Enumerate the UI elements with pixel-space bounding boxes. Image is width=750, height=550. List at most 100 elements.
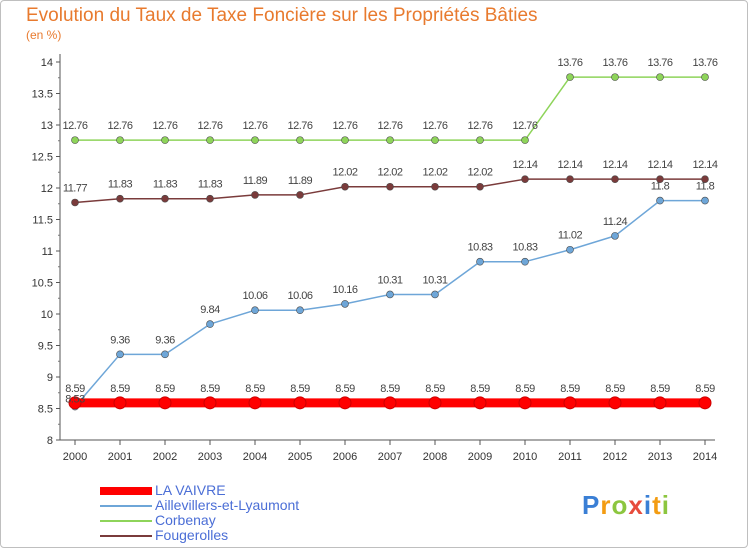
data-label: 8.59	[65, 383, 85, 395]
data-point	[611, 232, 619, 240]
data-point	[386, 290, 394, 299]
x-tick-label: 2008	[423, 451, 447, 463]
data-point	[116, 350, 124, 359]
data-point	[656, 73, 664, 81]
logo-letter: i	[661, 490, 670, 520]
data-point	[518, 396, 532, 410]
y-tick-label: 11.5	[32, 215, 53, 227]
y-tick-label: 9	[47, 372, 53, 384]
data-point	[68, 396, 82, 410]
data-label: 12.76	[242, 120, 267, 132]
data-point	[563, 396, 577, 410]
data-point	[653, 396, 667, 410]
data-label: 13.76	[602, 57, 627, 69]
data-point	[71, 136, 79, 144]
data-label: 12.76	[377, 120, 402, 132]
legend-swatch-corbenay	[100, 520, 152, 522]
data-point	[473, 396, 487, 410]
data-point	[206, 320, 214, 328]
data-point	[203, 396, 217, 410]
data-label: 12.02	[332, 167, 357, 179]
data-label: 11.8	[651, 181, 670, 193]
data-label: 10.83	[467, 242, 492, 254]
data-point	[251, 191, 259, 199]
data-point	[656, 196, 664, 205]
data-label: 8.59	[335, 383, 355, 395]
data-label: 9.36	[110, 334, 130, 346]
proxiti-logo: Proxiti	[582, 490, 670, 521]
chart-title: Evolution du Taux de Taxe Foncière sur l…	[26, 5, 538, 26]
data-point	[206, 194, 214, 203]
data-point	[656, 175, 664, 183]
data-label: 11.02	[558, 230, 583, 242]
legend-swatch-aillevillers	[100, 505, 152, 507]
data-label: 12.02	[467, 167, 492, 179]
data-label: 12.76	[197, 120, 222, 132]
data-point	[341, 136, 349, 144]
x-tick-label: 2013	[648, 451, 672, 463]
data-label: 12.76	[62, 120, 87, 132]
data-point	[113, 396, 127, 410]
legend-label: LA VAIVRE	[155, 482, 226, 498]
data-label: 8.59	[380, 383, 400, 395]
x-tick-label: 2011	[558, 451, 582, 463]
data-point	[701, 73, 709, 81]
data-point	[296, 136, 304, 144]
series-line-1	[74, 199, 706, 408]
data-point	[251, 306, 259, 315]
data-label: 12.14	[512, 159, 537, 171]
data-label: 11.24	[603, 216, 628, 228]
data-point	[476, 182, 484, 191]
data-label: 11.83	[108, 179, 133, 191]
data-point	[611, 175, 619, 183]
x-tick-label: 2002	[153, 451, 177, 463]
data-label: 11.77	[63, 182, 88, 194]
data-label: 8.59	[245, 383, 265, 395]
logo-letter: P	[582, 490, 601, 520]
data-label: 12.02	[377, 167, 402, 179]
x-tick-label: 2003	[198, 451, 222, 463]
x-tick-label: 2001	[108, 451, 132, 463]
data-point	[566, 245, 574, 254]
data-label: 11.89	[243, 175, 268, 187]
x-tick-label: 2010	[513, 451, 537, 463]
data-point	[338, 396, 352, 410]
data-point	[161, 350, 169, 359]
data-point	[341, 182, 349, 191]
data-point	[341, 300, 349, 308]
data-point	[431, 290, 439, 299]
y-tick-label: 8	[47, 435, 53, 447]
y-tick-label: 8.5	[38, 404, 53, 416]
data-label: 13.76	[557, 57, 582, 69]
data-label: 12.76	[152, 120, 177, 132]
data-label: 12.76	[512, 120, 537, 132]
data-point	[116, 194, 124, 203]
data-label: 12.76	[107, 120, 132, 132]
y-tick-label: 10	[41, 309, 53, 321]
y-tick-label: 11	[42, 246, 53, 258]
data-point	[698, 396, 712, 410]
logo-letter: o	[611, 490, 629, 520]
data-label: 10.31	[422, 274, 447, 286]
data-point	[566, 73, 574, 81]
data-label: 9.36	[155, 334, 175, 346]
data-label: 12.76	[467, 120, 492, 132]
y-tick-label: 10.5	[32, 278, 53, 290]
logo-letter: i	[643, 490, 653, 520]
data-point	[206, 136, 214, 144]
data-label: 8.59	[470, 383, 490, 395]
data-label: 11.83	[153, 179, 178, 191]
data-point	[158, 396, 172, 410]
logo-letter: t	[652, 490, 662, 520]
y-tick-label: 13	[41, 120, 53, 132]
data-label: 12.14	[692, 159, 717, 171]
data-label: 10.16	[332, 284, 357, 296]
data-point	[608, 396, 622, 410]
data-point	[251, 136, 259, 144]
data-point	[386, 136, 394, 144]
y-tick-label: 12.5	[32, 152, 53, 164]
data-label: 8.59	[200, 383, 220, 395]
x-tick-label: 2007	[378, 451, 402, 463]
